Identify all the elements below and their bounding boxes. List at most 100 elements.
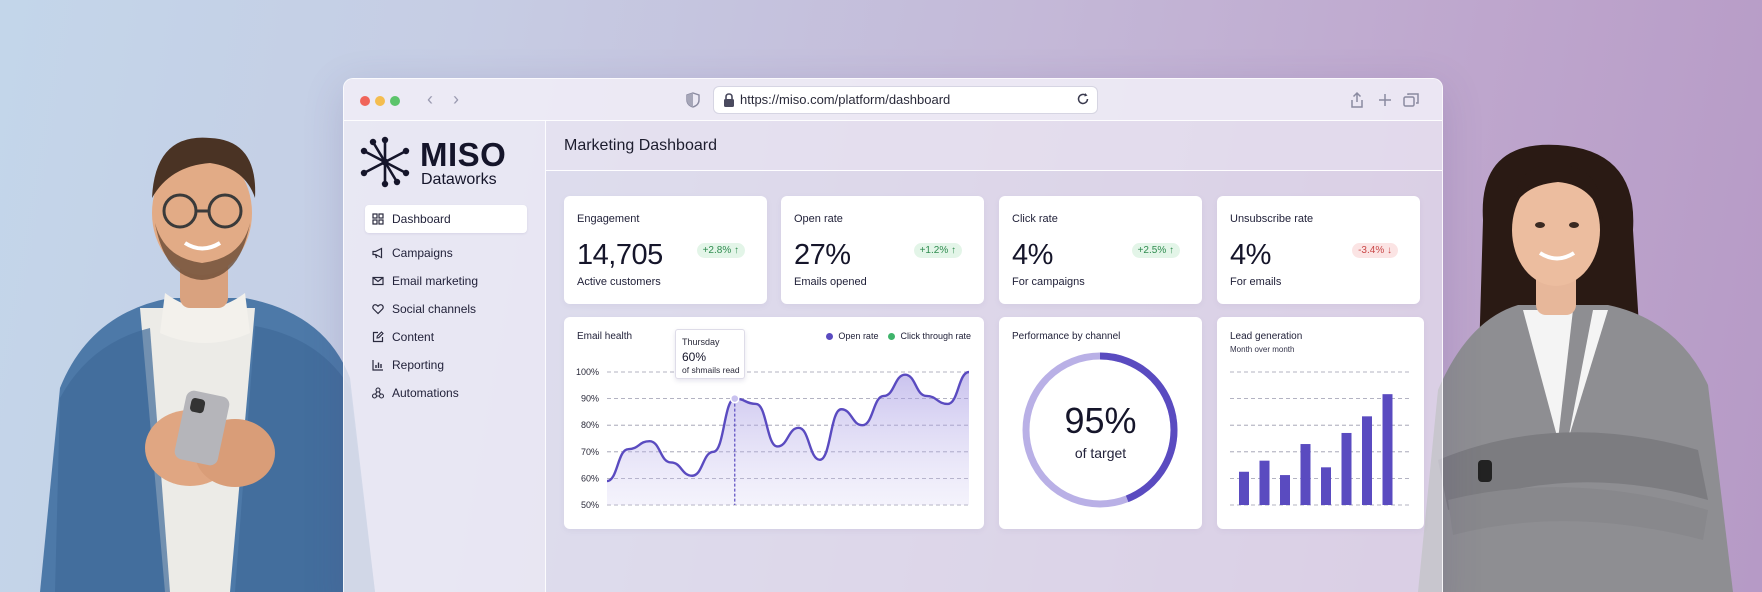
click-rate-card[interactable]: Click rate 4% For campaigns +2.5% ↑	[999, 196, 1202, 304]
change-badge: -3.4% ↓	[1352, 243, 1398, 258]
browser-window: ‹ › https://miso.com/platform/dashboard	[343, 78, 1443, 592]
y-tick-label: 80%	[581, 420, 599, 430]
unsubscribe-rate-card[interactable]: Unsubscribe rate 4% For emails -3.4% ↓	[1217, 196, 1420, 304]
bar	[1300, 444, 1311, 505]
donut-subtitle: of target	[1074, 445, 1127, 461]
chart-tooltip: Thursday 60% of shmails read	[675, 329, 745, 379]
change-badge: +2.5% ↑	[1131, 243, 1180, 258]
stat-subtitle: For emails	[1230, 276, 1282, 288]
sidebar-item-reporting[interactable]: Reporting	[365, 351, 527, 379]
heart-icon	[372, 304, 384, 315]
sidebar-item-label: Content	[392, 330, 435, 344]
forward-arrow-icon[interactable]: ›	[453, 89, 459, 109]
stat-value: 27%	[794, 239, 851, 271]
stat-title: Engagement	[577, 213, 640, 225]
stat-title: Click rate	[1012, 213, 1058, 225]
lock-icon	[724, 93, 734, 107]
megaphone-icon	[372, 247, 383, 259]
legend-item-open-rate[interactable]: Open rate	[826, 331, 878, 341]
minimize-window-button[interactable]	[375, 96, 385, 106]
sidebar-item-label: Dashboard	[392, 212, 451, 226]
url-text: https://miso.com/platform/dashboard	[740, 92, 951, 107]
woman-arms-crossed-photo	[1418, 144, 1733, 592]
sidebar-item-campaigns[interactable]: Campaigns	[365, 239, 527, 267]
card-title: Lead generation	[1230, 331, 1303, 342]
donut-progress-arc	[1022, 352, 1178, 508]
engagement-card[interactable]: Engagement 14,705 Active customers +2.8%…	[564, 196, 767, 304]
tooltip-point	[730, 393, 740, 404]
chart-legend: Open rate Click through rate	[826, 331, 971, 341]
bar	[1362, 416, 1372, 505]
sidebar-item-email-marketing[interactable]: Email marketing	[365, 267, 527, 295]
browser-titlebar: ‹ › https://miso.com/platform/dashboard	[344, 79, 1442, 121]
performance-card[interactable]: Performance by channel 95% of target	[999, 317, 1202, 529]
address-bar[interactable]: https://miso.com/platform/dashboard	[714, 87, 1097, 113]
bar	[1321, 467, 1331, 505]
shield-icon[interactable]	[686, 92, 700, 108]
card-title: Performance by channel	[1012, 331, 1121, 342]
lead-generation-card[interactable]: Lead generation Month over month	[1217, 317, 1424, 529]
miso-logo-icon	[360, 136, 410, 188]
stat-title: Open rate	[794, 213, 843, 225]
sidebar-item-automations[interactable]: Automations	[365, 379, 527, 407]
card-subtitle: Month over month	[1230, 345, 1295, 354]
stat-value: 14,705	[577, 239, 663, 271]
legend-item-click-through-rate[interactable]: Click through rate	[888, 331, 971, 341]
email-health-chart: 100% 90% 80% 70% 60% 50%	[576, 367, 970, 510]
change-badge: +2.8% ↑	[696, 243, 745, 258]
share-icon[interactable]	[1348, 91, 1366, 109]
sidebar-item-content[interactable]: Content	[365, 323, 527, 351]
new-tab-icon[interactable]	[1376, 91, 1394, 109]
stat-value: 4%	[1012, 239, 1053, 271]
man-with-phone-photo	[40, 137, 375, 592]
donut-value: 95%	[1064, 400, 1137, 441]
sidebar-item-label: Reporting	[392, 358, 445, 372]
tabs-overview-icon[interactable]	[1402, 91, 1420, 109]
page-title: Marketing Dashboard	[564, 137, 717, 154]
sidebar-item-dashboard[interactable]: Dashboard	[365, 205, 527, 233]
y-tick-label: 70%	[581, 447, 599, 457]
brand-subtitle: Dataworks	[421, 171, 497, 188]
legend-dot	[826, 332, 834, 340]
open-rate-card[interactable]: Open rate 27% Emails opened +1.2% ↑	[781, 196, 984, 304]
stat-value: 4%	[1230, 239, 1271, 271]
reload-icon[interactable]	[1076, 92, 1090, 106]
y-tick-label: 50%	[581, 500, 599, 510]
brand-name: MISO	[420, 136, 507, 173]
back-arrow-icon[interactable]: ‹	[427, 89, 433, 109]
y-tick-label: 60%	[581, 473, 599, 483]
envelope-icon	[372, 276, 384, 286]
bar	[1259, 460, 1270, 505]
sidebar-item-social-channels[interactable]: Social channels	[365, 295, 527, 323]
close-window-button[interactable]	[360, 96, 370, 106]
tooltip-day: Thursday	[682, 337, 720, 347]
email-health-card[interactable]: Email health Open rate Click through rat…	[564, 317, 984, 529]
legend-label: Open rate	[838, 331, 879, 341]
sidebar-menu: Dashboard Campaigns Email marketing	[365, 205, 527, 407]
bar	[1239, 471, 1249, 505]
nodes-icon	[372, 387, 384, 399]
bar	[1341, 432, 1352, 505]
stat-subtitle: For campaigns	[1012, 276, 1085, 288]
sidebar-item-label: Campaigns	[392, 246, 453, 260]
main-content: Marketing Dashboard Engagement 14,705 Ac…	[546, 121, 1442, 592]
maximize-window-button[interactable]	[390, 96, 400, 106]
sidebar-item-label: Social channels	[392, 302, 477, 316]
stat-subtitle: Emails opened	[794, 276, 867, 288]
tooltip-note: of shmails read	[682, 365, 740, 375]
legend-label: Click through rate	[900, 331, 971, 341]
y-tick-label: 90%	[581, 394, 599, 404]
sidebar-item-label: Email marketing	[392, 274, 479, 288]
stat-title: Unsubscribe rate	[1230, 213, 1314, 225]
sidebar-item-label: Automations	[392, 386, 459, 400]
edit-icon	[372, 331, 384, 343]
bar	[1382, 394, 1393, 505]
bar	[1280, 475, 1290, 505]
grid-icon	[372, 213, 384, 225]
card-title: Email health	[577, 331, 633, 342]
sidebar: MISO Dataworks Dashboard Campaigns	[344, 121, 546, 592]
open-rate-line	[606, 370, 970, 483]
tooltip-value: 60%	[682, 350, 707, 364]
y-tick-label: 100%	[576, 367, 599, 377]
stat-subtitle: Active customers	[577, 276, 661, 288]
